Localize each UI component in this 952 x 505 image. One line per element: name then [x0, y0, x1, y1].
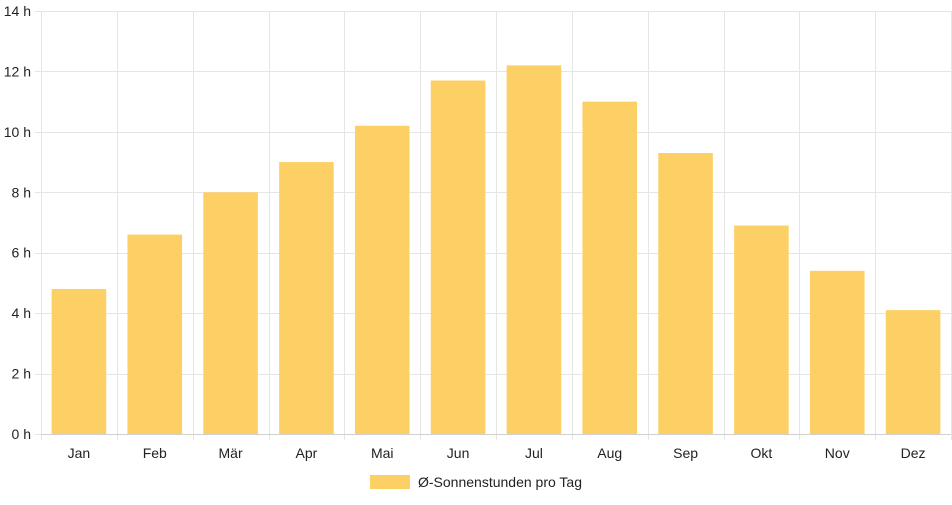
y-tick-label: 0 h — [12, 426, 31, 442]
bar-Feb[interactable] — [127, 234, 183, 434]
bar-Jul[interactable] — [506, 65, 562, 434]
bar-Apr[interactable] — [279, 162, 334, 435]
y-tick-label: 8 h — [12, 184, 31, 200]
y-tick-label: 2 h — [12, 366, 31, 382]
x-tick-label: Feb — [143, 445, 167, 461]
bar-Jun[interactable] — [430, 80, 486, 434]
x-tick-label: Apr — [296, 445, 318, 461]
y-tick-label: 4 h — [12, 305, 31, 321]
x-tick-label: Jul — [525, 445, 543, 461]
x-tick-label: Jan — [68, 445, 91, 461]
bar-Aug[interactable] — [582, 101, 638, 435]
legend[interactable]: Ø-Sonnenstunden pro Tag — [370, 474, 582, 490]
y-tick-label: 10 h — [4, 124, 31, 140]
legend-label[interactable]: Ø-Sonnenstunden pro Tag — [418, 474, 582, 490]
bar-Mai[interactable] — [354, 125, 410, 435]
x-tick-labels: Jan Feb Mär Apr Mai Jun Jul Aug Sep Okt Nov Dez — [68, 445, 926, 461]
bar-Jan[interactable] — [51, 288, 107, 434]
x-tick-label: Okt — [751, 445, 773, 461]
x-tick-label: Aug — [597, 445, 622, 461]
bar-Mär[interactable] — [203, 192, 258, 434]
grid-lines — [35, 11, 952, 440]
x-tick-label: Mär — [219, 445, 243, 461]
x-tick-label: Dez — [901, 445, 926, 461]
x-tick-label: Mai — [371, 445, 394, 461]
legend-swatch[interactable] — [370, 475, 410, 489]
x-tick-label: Sep — [673, 445, 698, 461]
y-tick-label: 6 h — [12, 245, 31, 261]
x-tick-label: Nov — [825, 445, 850, 461]
bar-Dez[interactable] — [885, 310, 941, 434]
bar-Okt[interactable] — [734, 225, 789, 434]
y-tick-labels: 0 h 2 h 4 h 6 h 8 h 10 h 12 h 14 h — [4, 3, 31, 442]
bar-Nov[interactable] — [809, 270, 865, 434]
y-tick-label: 14 h — [4, 3, 31, 19]
x-tick-label: Jun — [447, 445, 470, 461]
bars — [51, 65, 941, 435]
bar-Sep[interactable] — [658, 153, 713, 434]
y-tick-label: 12 h — [4, 63, 31, 79]
